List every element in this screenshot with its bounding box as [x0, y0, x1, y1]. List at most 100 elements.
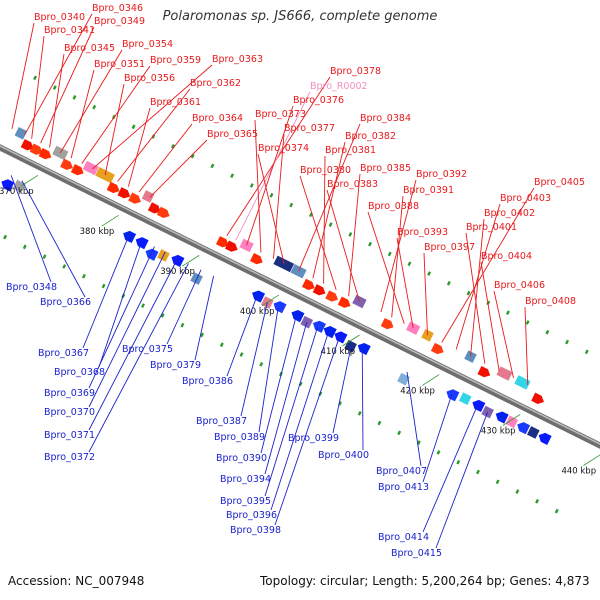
forward-guide-dot	[190, 153, 195, 159]
ruler-label: 410 kbp	[321, 347, 356, 357]
reverse-gene-label[interactable]: Bpro_0390	[216, 453, 267, 464]
reverse-gene-arrow	[517, 422, 531, 435]
reverse-gene-arrow	[135, 237, 149, 250]
reverse-gene-arrow	[123, 230, 137, 244]
reverse-gene-arrow	[291, 310, 305, 323]
reverse-gene-label[interactable]: Bpro_0396	[226, 510, 277, 521]
ruler-label: 400 kbp	[240, 307, 275, 317]
forward-gene-label[interactable]: Bpro_0388	[368, 201, 419, 212]
reverse-gene-label[interactable]: Bpro_0414	[378, 532, 429, 543]
forward-gene-label[interactable]: Bpro_0364	[192, 113, 243, 124]
forward-gene-label[interactable]: Bpro_0346	[92, 3, 143, 14]
forward-gene-label[interactable]: Bpro_0359	[150, 55, 201, 66]
forward-gene-label[interactable]: Bpro_0365	[207, 129, 258, 140]
forward-gene-label[interactable]: Bpro_0356	[124, 73, 175, 84]
forward-gene-label[interactable]: Bpro_0397	[424, 242, 475, 253]
reverse-gene-label[interactable]: Bpro_0379	[150, 360, 201, 371]
forward-gene-label[interactable]: Bpro_0345	[64, 43, 115, 54]
forward-guide-dot	[545, 329, 550, 335]
forward-gene-label[interactable]: Bpro_0401	[466, 222, 517, 233]
reverse-gene-label[interactable]: Bpro_0368	[54, 367, 105, 378]
reverse-gene-arrow	[357, 342, 371, 356]
forward-gene-label[interactable]: Bpro_0361	[150, 97, 201, 108]
forward-gene-label[interactable]: Bpro_0349	[94, 16, 145, 27]
forward-gene-label[interactable]: Bpro_0392	[416, 169, 467, 180]
reverse-gene-arrow	[538, 432, 552, 445]
forward-gene-leader	[31, 35, 45, 139]
forward-gene-leader	[470, 218, 485, 357]
reverse-gene-label[interactable]: Bpro_0407	[376, 466, 427, 477]
forward-gene-label[interactable]: Bpro_0362	[190, 78, 241, 89]
forward-gene-label[interactable]: Bpro_0340	[34, 12, 85, 23]
reverse-guide-dot	[42, 254, 47, 259]
forward-gene-label[interactable]: Bpro_0373	[255, 109, 306, 120]
genome-backbone	[0, 144, 600, 449]
reverse-gene-label[interactable]: Bpro_0400	[318, 450, 369, 461]
reverse-gene-label[interactable]: Bpro_0366	[40, 297, 91, 308]
reverse-gene-label[interactable]: Bpro_0375	[122, 344, 173, 355]
forward-gene-label[interactable]: Bpro_0374	[258, 143, 309, 154]
reverse-gene-label[interactable]: Bpro_0398	[230, 525, 281, 536]
forward-gene-leader	[273, 133, 285, 259]
forward-gene-arrow	[430, 342, 444, 355]
reverse-gene-label[interactable]: Bpro_0369	[44, 388, 95, 399]
reverse-gene-label[interactable]: Bpro_0371	[44, 430, 95, 441]
forward-gene-label[interactable]: Bpro_R0002	[310, 81, 368, 92]
reverse-gene-leader	[21, 180, 86, 298]
accession-text: Accession: NC_007948	[8, 574, 145, 588]
ruler-tick	[342, 334, 360, 347]
ruler-tick	[502, 414, 521, 426]
forward-gene-label[interactable]: Bpro_0378	[330, 66, 381, 77]
forward-gene-label[interactable]: Bpro_0354	[122, 39, 173, 50]
reverse-gene-label[interactable]: Bpro_0367	[38, 348, 89, 359]
reverse-gene-label[interactable]: Bpro_0394	[220, 474, 271, 485]
forward-gene-label[interactable]: Bpro_0380	[300, 165, 351, 176]
forward-gene-label[interactable]: Bpro_0405	[534, 177, 585, 188]
reverse-gene-label[interactable]: Bpro_0372	[44, 452, 95, 463]
forward-gene-label[interactable]: Bpro_0402	[484, 208, 535, 219]
reverse-gene-label[interactable]: Bpro_0399	[288, 433, 339, 444]
reverse-gene-leader	[166, 269, 202, 345]
reverse-gene-leader	[240, 302, 268, 417]
reverse-gene-label[interactable]: Bpro_0389	[214, 432, 265, 443]
ruler-tick	[422, 374, 440, 386]
forward-guide-dot	[289, 202, 294, 208]
reverse-gene-label[interactable]: Bpro_0387	[196, 416, 247, 427]
reverse-gene-label[interactable]: Bpro_0386	[182, 376, 233, 387]
forward-gene-label[interactable]: Bpro_0393	[397, 227, 448, 238]
reverse-gene-label[interactable]: Bpro_0370	[44, 407, 95, 418]
forward-guide-dot	[368, 241, 372, 247]
reverse-guide-dot	[200, 332, 205, 338]
forward-gene-label[interactable]: Bpro_0377	[284, 123, 335, 134]
reverse-guide-dot	[160, 313, 165, 318]
reverse-gene-box	[504, 414, 519, 429]
forward-gene-label[interactable]: Bpro_0341	[44, 25, 95, 36]
forward-gene-label[interactable]: Bpro_0385	[360, 163, 411, 174]
reverse-gene-leader	[264, 327, 318, 497]
forward-gene-label[interactable]: Bpro_0408	[525, 296, 576, 307]
forward-gene-leader	[104, 83, 125, 176]
forward-gene-label[interactable]: Bpro_0403	[500, 193, 551, 204]
reverse-gene-label[interactable]: Bpro_0415	[391, 548, 442, 559]
reverse-gene-leader	[361, 349, 364, 451]
ruler-label: 380 kbp	[80, 227, 115, 237]
forward-gene-label[interactable]: Bpro_0382	[345, 131, 396, 142]
reverse-gene-leader	[435, 411, 489, 549]
forward-guide-dot	[407, 261, 412, 267]
forward-gene-label[interactable]: Bpro_0351	[94, 59, 145, 70]
reverse-gene-label[interactable]: Bpro_0348	[6, 282, 57, 293]
reverse-guide-dot	[436, 450, 441, 455]
forward-gene-label[interactable]: Bpro_0384	[360, 113, 411, 124]
reverse-gene-label[interactable]: Bpro_0395	[220, 496, 271, 507]
forward-gene-label[interactable]: Bpro_0363	[212, 54, 263, 65]
forward-gene-leader	[465, 232, 486, 364]
forward-gene-label[interactable]: Bpro_0376	[293, 95, 344, 106]
forward-gene-label[interactable]: Bpro_0404	[481, 251, 532, 262]
forward-gene-label[interactable]: Bpro_0406	[494, 280, 545, 291]
reverse-gene-leader	[226, 297, 257, 377]
reverse-gene-label[interactable]: Bpro_0413	[378, 482, 429, 493]
forward-gene-arrow	[60, 158, 73, 170]
forward-gene-label[interactable]: Bpro_0391	[403, 185, 454, 196]
forward-gene-label[interactable]: Bpro_0383	[327, 179, 378, 190]
forward-gene-label[interactable]: Bpro_0381	[325, 145, 376, 156]
